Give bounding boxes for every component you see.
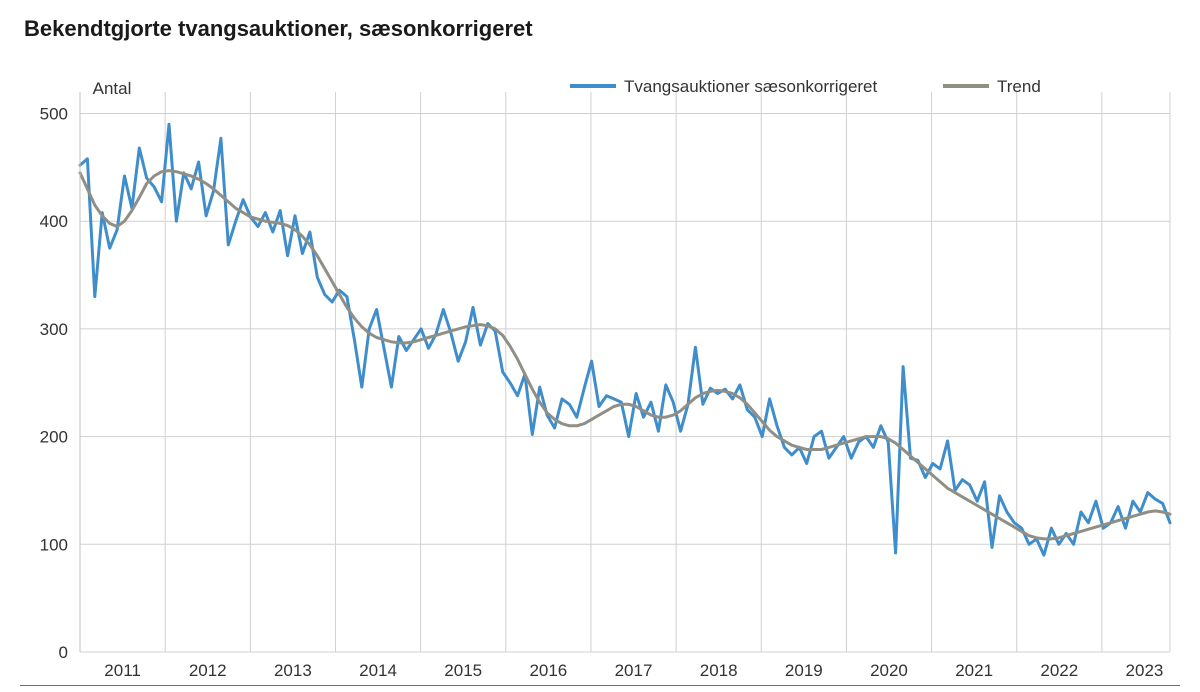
x-tick-label: 2020 bbox=[870, 661, 908, 680]
x-tick-label: 2019 bbox=[785, 661, 823, 680]
y-tick-label: 500 bbox=[40, 105, 68, 124]
y-tick-label: 300 bbox=[40, 320, 68, 339]
series-line bbox=[80, 171, 1170, 539]
y-tick-label: 400 bbox=[40, 212, 68, 231]
x-tick-label: 2023 bbox=[1126, 661, 1164, 680]
series-line bbox=[80, 124, 1170, 555]
chart-title: Bekendtgjorte tvangsauktioner, sæsonkorr… bbox=[24, 16, 1180, 42]
x-tick-label: 2015 bbox=[444, 661, 482, 680]
x-tick-label: 2014 bbox=[359, 661, 397, 680]
chart-area: 0 100 200 300 400 500 2011 2012 2013 2014 2015 2016… bbox=[20, 46, 1180, 686]
y-tick-label: 200 bbox=[40, 428, 68, 447]
x-tick-label: 2013 bbox=[274, 661, 312, 680]
x-tick-label: 2022 bbox=[1040, 661, 1078, 680]
chart-svg: 0 100 200 300 400 500 2011 2012 2013 2014 2015 2016… bbox=[20, 46, 1180, 686]
x-tick-label: 2011 bbox=[104, 661, 141, 680]
legend-label: Trend bbox=[997, 77, 1041, 96]
y-tick-label: 0 bbox=[59, 643, 68, 662]
x-tick-label: 2012 bbox=[189, 661, 227, 680]
y-axis-label: Antal bbox=[93, 79, 132, 98]
x-tick-label: 2021 bbox=[955, 661, 993, 680]
x-tick-label: 2016 bbox=[529, 661, 567, 680]
x-tick-label: 2018 bbox=[700, 661, 738, 680]
x-tick-label: 2017 bbox=[615, 661, 653, 680]
legend-label: Tvangsauktioner sæsonkorrigeret bbox=[624, 77, 878, 96]
y-tick-label: 100 bbox=[40, 535, 68, 554]
